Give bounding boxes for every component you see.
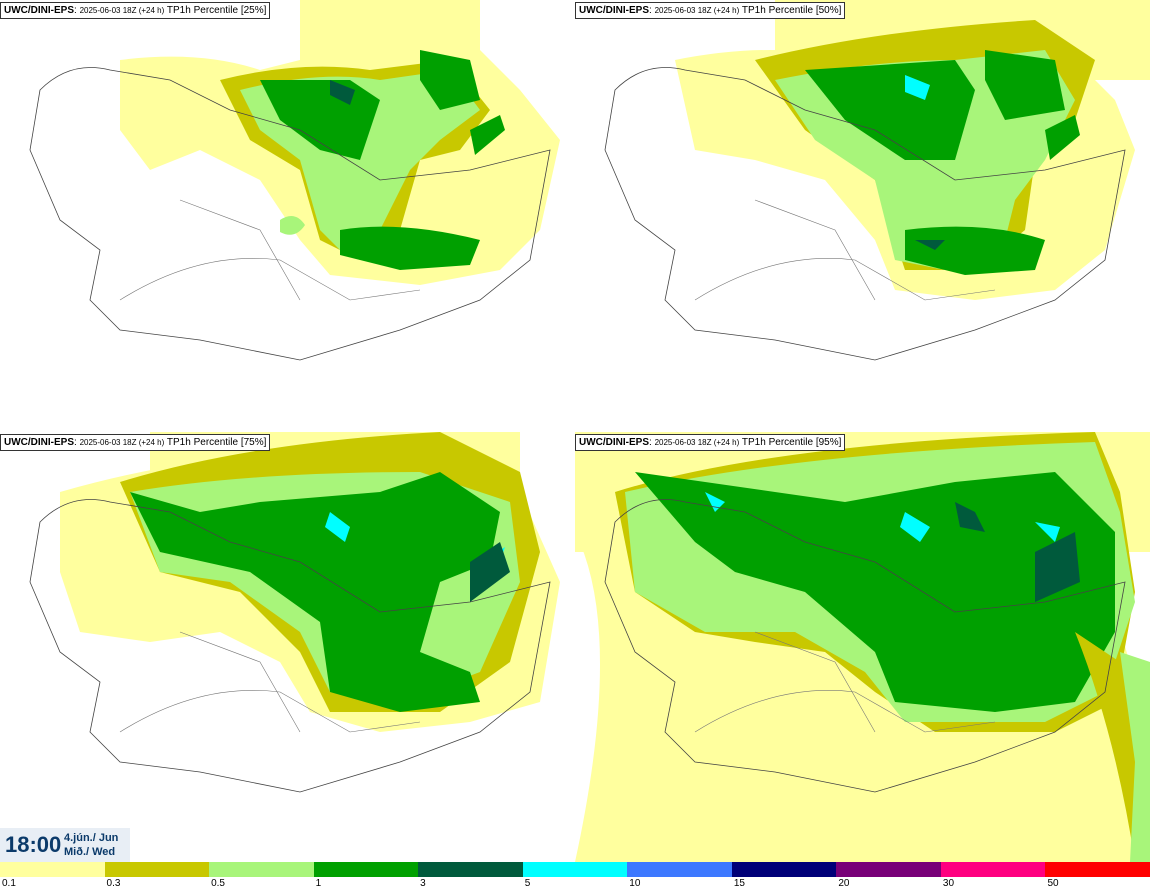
legend-tick-label: 5 (524, 878, 531, 889)
valid-date-line2: Mið./ Wed (64, 846, 116, 858)
map-panel-p50: UWC/DINI-EPS: 2025-06-03 18Z (+24 h) TP1… (575, 0, 1150, 430)
legend-tick-label: 0.1 (2, 878, 16, 889)
legend-swatch (522, 862, 628, 877)
valid-time: 18:00 (5, 832, 62, 857)
map-p25 (29, 0, 560, 361)
legend-tick-label: 10 (629, 878, 641, 889)
valid-time-box: 18:00 4.jún./ Jun Mið./ Wed (0, 828, 130, 862)
legend-tick-label: 15 (733, 878, 745, 889)
valid-date: 4.jún./ Jun Mið./ Wed (64, 831, 118, 859)
legend-tick-label: 1 (315, 878, 322, 889)
legend-swatch (0, 862, 105, 877)
valid-date-line1: 4.jún./ Jun (64, 832, 119, 844)
legend-swatch (104, 862, 210, 877)
panel-title-p50: UWC/DINI-EPS: 2025-06-03 18Z (+24 h) TP1… (575, 2, 846, 19)
legend-swatch (418, 862, 524, 877)
legend-swatch (940, 862, 1046, 877)
map-panel-p75: UWC/DINI-EPS: 2025-06-03 18Z (+24 h) TP1… (0, 432, 575, 862)
legend-swatch (313, 862, 419, 877)
panel-title-p25: UWC/DINI-EPS: 2025-06-03 18Z (+24 h) TP1… (0, 2, 271, 19)
panel-title-p95: UWC/DINI-EPS: 2025-06-03 18Z (+24 h) TP1… (575, 434, 846, 451)
legend-tick-label: 3 (420, 878, 426, 889)
map-p95 (575, 432, 1150, 862)
legend-tick-label: 50 (1047, 878, 1059, 889)
legend-tick-label: 20 (838, 878, 850, 889)
panel-title-p75: UWC/DINI-EPS: 2025-06-03 18Z (+24 h) TP1… (0, 434, 271, 451)
legend-swatch (731, 862, 837, 877)
legend-swatch (627, 862, 733, 877)
legend-swatch (1045, 862, 1150, 877)
map-p75 (29, 432, 560, 793)
legend-tick-label: 0.3 (106, 878, 121, 889)
legend-swatch (209, 862, 315, 877)
legend-tick-label: 0.5 (211, 878, 225, 889)
map-panel-p95: UWC/DINI-EPS: 2025-06-03 18Z (+24 h) TP1… (575, 432, 1150, 862)
legend-tick-label: 30 (942, 878, 955, 889)
map-p50 (604, 0, 1150, 361)
color-legend: 0.1 0.3 0.5 1 3 5 10 15 20 30 50 (0, 862, 1150, 891)
map-panel-p25: UWC/DINI-EPS: 2025-06-03 18Z (+24 h) TP1… (0, 0, 575, 430)
legend-swatch (836, 862, 942, 877)
